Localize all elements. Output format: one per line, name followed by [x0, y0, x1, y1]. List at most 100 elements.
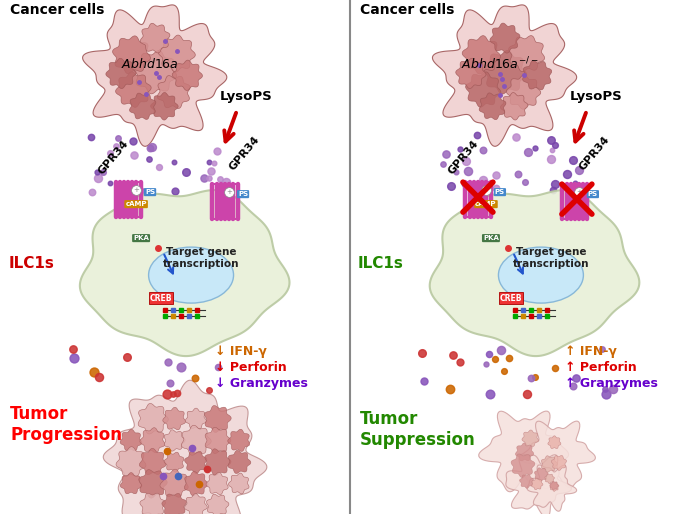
Polygon shape: [80, 190, 290, 356]
Polygon shape: [531, 478, 543, 490]
Polygon shape: [206, 472, 228, 494]
Polygon shape: [162, 493, 186, 514]
Polygon shape: [160, 469, 188, 497]
Polygon shape: [205, 427, 231, 453]
Text: PS: PS: [588, 191, 598, 197]
Polygon shape: [527, 465, 577, 511]
Polygon shape: [140, 493, 165, 514]
Polygon shape: [113, 36, 150, 74]
Polygon shape: [545, 474, 554, 484]
Text: Cancer cells: Cancer cells: [360, 3, 454, 17]
Text: Target gene
transcription: Target gene transcription: [512, 247, 589, 269]
Text: Tumor
Progression: Tumor Progression: [10, 405, 122, 444]
Text: ↓ Granzymes: ↓ Granzymes: [215, 377, 308, 390]
Text: GPR34: GPR34: [227, 134, 261, 172]
Text: PS: PS: [145, 189, 155, 195]
Polygon shape: [140, 428, 164, 453]
Polygon shape: [520, 421, 596, 489]
Polygon shape: [511, 454, 535, 478]
Ellipse shape: [498, 247, 583, 303]
Polygon shape: [104, 380, 267, 514]
Text: ↑ Granzymes: ↑ Granzymes: [565, 377, 658, 390]
Polygon shape: [552, 455, 566, 470]
Polygon shape: [172, 60, 202, 90]
Polygon shape: [106, 58, 136, 88]
Text: PS: PS: [238, 191, 248, 197]
Text: ILC1s: ILC1s: [8, 256, 54, 271]
Polygon shape: [158, 35, 195, 72]
Polygon shape: [116, 447, 146, 476]
Polygon shape: [163, 407, 186, 430]
Text: GPR34: GPR34: [446, 138, 480, 176]
Text: $\mathit{Abhd16a}$: $\mathit{Abhd16a}$: [121, 57, 179, 71]
Polygon shape: [548, 436, 561, 449]
Polygon shape: [535, 468, 548, 481]
Polygon shape: [509, 35, 545, 71]
Polygon shape: [164, 430, 186, 451]
Text: cAMP: cAMP: [125, 201, 147, 207]
Polygon shape: [480, 93, 506, 120]
Polygon shape: [186, 408, 206, 429]
Text: Target gene
transcription: Target gene transcription: [163, 247, 239, 269]
Polygon shape: [204, 406, 231, 432]
Text: LysoPS: LysoPS: [570, 90, 623, 103]
Polygon shape: [120, 472, 142, 494]
Text: ↓ IFN-γ: ↓ IFN-γ: [215, 345, 267, 358]
Text: +: +: [226, 189, 232, 195]
Text: PKA: PKA: [133, 235, 149, 241]
Polygon shape: [164, 452, 184, 472]
Polygon shape: [181, 425, 211, 455]
Polygon shape: [140, 23, 170, 53]
Polygon shape: [138, 403, 168, 434]
Text: ↑ IFN-γ: ↑ IFN-γ: [565, 345, 617, 358]
Text: PKA: PKA: [483, 235, 499, 241]
Polygon shape: [184, 471, 208, 495]
Text: GPR34: GPR34: [577, 134, 611, 172]
Polygon shape: [205, 449, 231, 475]
Text: Cancer cells: Cancer cells: [10, 3, 104, 17]
Polygon shape: [483, 50, 527, 94]
Text: LysoPS: LysoPS: [220, 90, 273, 103]
Text: CREB: CREB: [500, 293, 522, 303]
Polygon shape: [456, 59, 486, 88]
Polygon shape: [550, 482, 559, 491]
Text: cAMP: cAMP: [475, 201, 497, 207]
Polygon shape: [500, 93, 528, 120]
Text: +: +: [133, 187, 139, 193]
Polygon shape: [519, 474, 533, 488]
Polygon shape: [228, 450, 251, 473]
Polygon shape: [139, 448, 166, 474]
Polygon shape: [185, 451, 207, 473]
Polygon shape: [116, 72, 151, 107]
Polygon shape: [490, 23, 520, 53]
Text: PS: PS: [495, 189, 505, 195]
Text: Tumor
Suppression: Tumor Suppression: [360, 410, 476, 449]
Polygon shape: [206, 494, 229, 514]
Polygon shape: [228, 473, 249, 494]
Polygon shape: [130, 93, 156, 119]
Polygon shape: [466, 72, 501, 107]
Polygon shape: [462, 35, 500, 74]
Text: +: +: [483, 187, 489, 193]
Text: ILC1s: ILC1s: [358, 256, 404, 271]
Polygon shape: [506, 75, 540, 109]
Polygon shape: [433, 5, 577, 146]
Polygon shape: [522, 430, 538, 446]
Polygon shape: [139, 470, 167, 498]
Text: ↓ Perforin: ↓ Perforin: [215, 361, 287, 374]
Polygon shape: [541, 456, 557, 472]
Polygon shape: [479, 411, 568, 492]
Polygon shape: [523, 61, 552, 90]
Text: ↑ Perforin: ↑ Perforin: [565, 361, 637, 374]
Text: CREB: CREB: [150, 293, 172, 303]
Polygon shape: [550, 481, 559, 490]
Polygon shape: [506, 454, 571, 514]
Polygon shape: [228, 429, 250, 451]
Polygon shape: [134, 50, 176, 94]
Text: $\mathit{Abhd16a}^{-/-}$: $\mathit{Abhd16a}^{-/-}$: [461, 56, 539, 72]
Polygon shape: [120, 429, 142, 451]
Ellipse shape: [148, 247, 234, 303]
Polygon shape: [150, 93, 178, 120]
Text: GPR34: GPR34: [96, 138, 130, 176]
Polygon shape: [185, 493, 207, 514]
